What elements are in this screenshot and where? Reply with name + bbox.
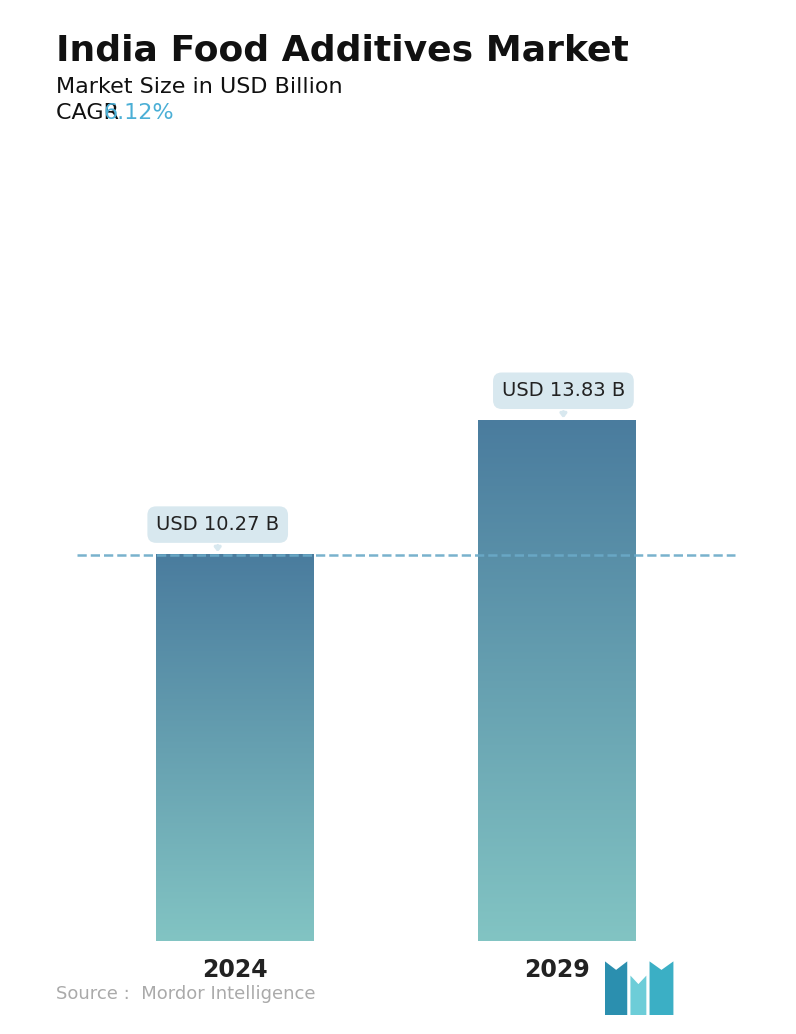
Text: Market Size in USD Billion: Market Size in USD Billion — [56, 77, 342, 96]
Text: 6.12%: 6.12% — [103, 103, 174, 123]
Text: CAGR: CAGR — [56, 103, 126, 123]
Polygon shape — [630, 976, 646, 1015]
Polygon shape — [605, 962, 627, 1015]
Text: USD 13.83 B: USD 13.83 B — [501, 382, 625, 416]
Text: USD 10.27 B: USD 10.27 B — [156, 515, 279, 549]
Text: India Food Additives Market: India Food Additives Market — [56, 33, 629, 67]
Polygon shape — [650, 962, 673, 1015]
Text: Source :  Mordor Intelligence: Source : Mordor Intelligence — [56, 985, 315, 1003]
